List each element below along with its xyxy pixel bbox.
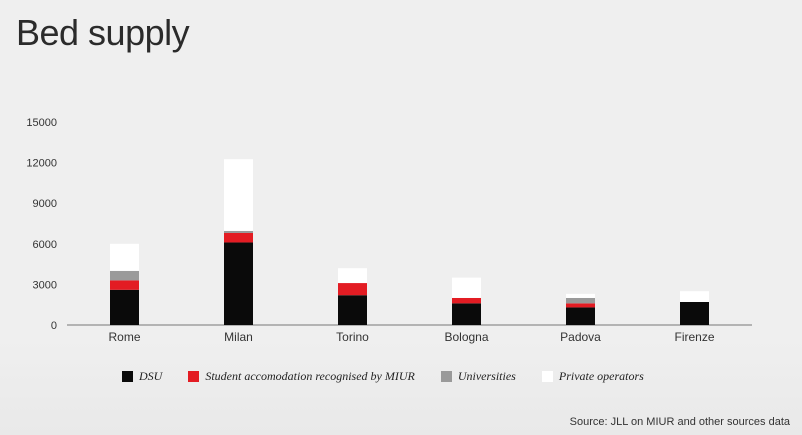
legend-swatch-private xyxy=(541,371,553,382)
page-title: Bed supply xyxy=(16,12,190,53)
x-tick-label: Padova xyxy=(560,330,601,344)
background-shade xyxy=(0,340,802,435)
x-tick-label: Bologna xyxy=(444,330,488,344)
y-tick-label: 6000 xyxy=(33,239,57,251)
bar-private-rome xyxy=(110,243,139,271)
bar-private-padova xyxy=(566,293,595,298)
bar-student-bologna xyxy=(452,297,481,304)
legend-swatch-dsu xyxy=(122,371,133,382)
legend-label-private: Private operators xyxy=(558,369,644,383)
legend-swatch-student xyxy=(188,371,200,382)
legend: DSU Student accomodation recognised by M… xyxy=(122,369,644,384)
source-note: Source: JLL on MIUR and other sources da… xyxy=(569,416,790,428)
bars-group xyxy=(110,159,709,325)
bar-private-milan xyxy=(224,159,253,231)
bar-dsu-milan xyxy=(224,242,253,325)
bar-dsu-padova xyxy=(566,307,595,325)
bar-chart: 0 3000 6000 9000 12000 15000 Rome Milan Torino B… xyxy=(26,117,752,344)
bar-dsu-firenze xyxy=(680,301,709,325)
y-tick-label: 12000 xyxy=(26,158,57,170)
bar-student-rome xyxy=(110,280,139,290)
x-tick-label: Milan xyxy=(224,330,253,344)
bar-dsu-torino xyxy=(338,295,367,325)
x-tick-label: Firenze xyxy=(674,330,714,344)
y-tick-label: 3000 xyxy=(33,279,57,291)
y-tick-label: 9000 xyxy=(33,198,57,210)
bar-student-torino xyxy=(338,283,367,296)
x-axis: Rome Milan Torino Bologna Padova Firenze xyxy=(108,330,714,344)
legend-item-universities: Universities xyxy=(440,369,516,384)
bar-dsu-rome xyxy=(110,289,139,325)
bar-dsu-bologna xyxy=(452,303,481,325)
bar-private-torino xyxy=(338,268,367,284)
bar-universities-rome xyxy=(110,270,139,281)
y-axis: 0 3000 6000 9000 12000 15000 xyxy=(26,117,57,332)
bar-universities-milan xyxy=(224,230,253,233)
legend-label-universities: Universities xyxy=(457,369,516,383)
x-tick-label: Rome xyxy=(108,330,140,344)
y-tick-label: 15000 xyxy=(26,117,57,129)
legend-item-student: Student accomodation recognised by MIUR xyxy=(188,369,415,384)
legend-swatch-universities xyxy=(440,371,452,382)
legend-item-dsu: DSU xyxy=(122,369,162,384)
legend-label-student: Student accomodation recognised by MIUR xyxy=(205,369,415,383)
bar-universities-padova xyxy=(566,297,595,304)
y-tick-label: 0 xyxy=(51,320,57,332)
bar-private-firenze xyxy=(680,291,709,302)
bar-private-bologna xyxy=(452,277,481,298)
bar-student-padova xyxy=(566,303,595,308)
legend-item-private: Private operators xyxy=(541,369,644,384)
bar-student-milan xyxy=(224,232,253,243)
legend-label-dsu: DSU xyxy=(139,369,163,383)
x-tick-label: Torino xyxy=(336,330,369,344)
